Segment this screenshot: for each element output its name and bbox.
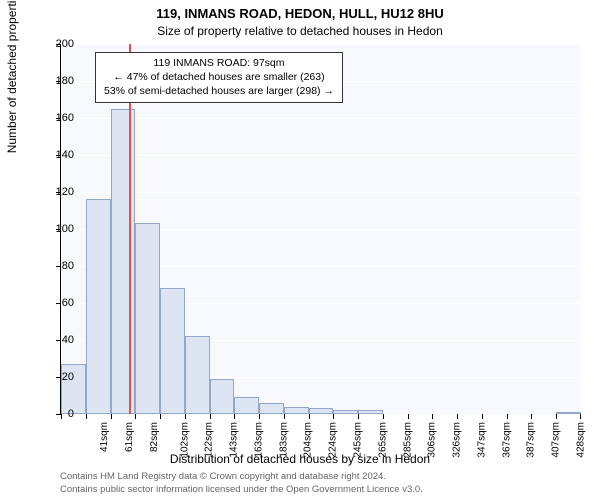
callout-line1: 119 INMANS ROAD: 97sqm xyxy=(104,56,334,70)
x-tick xyxy=(507,414,508,419)
y-tick-label: 100 xyxy=(44,223,74,235)
x-tick-label: 41sqm xyxy=(99,422,110,452)
grid-line xyxy=(61,155,581,156)
x-tick xyxy=(531,414,532,419)
x-tick xyxy=(580,414,581,419)
footer-line1: Contains HM Land Registry data © Crown c… xyxy=(60,471,423,483)
y-tick-label: 40 xyxy=(44,334,74,346)
histogram-bar xyxy=(333,410,358,414)
x-tick xyxy=(86,414,87,419)
y-tick-label: 80 xyxy=(44,260,74,272)
x-tick xyxy=(185,414,186,419)
footer-line2: Contains public sector information licen… xyxy=(60,484,423,496)
x-tick xyxy=(135,414,136,419)
histogram-bar xyxy=(358,410,383,414)
x-tick-label: 82sqm xyxy=(149,422,160,452)
x-axis-label: Distribution of detached houses by size … xyxy=(0,452,600,466)
histogram-bar xyxy=(284,407,309,414)
x-tick xyxy=(457,414,458,419)
y-tick-label: 140 xyxy=(44,149,74,161)
histogram-bar xyxy=(556,412,581,414)
histogram-bar xyxy=(210,379,235,414)
x-tick xyxy=(160,414,161,419)
y-tick-label: 0 xyxy=(44,408,74,420)
callout-box: 119 INMANS ROAD: 97sqm← 47% of detached … xyxy=(95,52,343,103)
y-tick-label: 180 xyxy=(44,75,74,87)
footer-attribution: Contains HM Land Registry data © Crown c… xyxy=(60,471,423,496)
y-axis-label: Number of detached properties xyxy=(5,0,19,153)
x-tick xyxy=(432,414,433,419)
x-tick xyxy=(408,414,409,419)
histogram-bar xyxy=(234,397,259,414)
y-tick-label: 60 xyxy=(44,297,74,309)
histogram-bar xyxy=(111,109,136,414)
chart-container: 119, INMANS ROAD, HEDON, HULL, HU12 8HU … xyxy=(0,0,600,500)
x-tick xyxy=(556,414,557,419)
y-tick-label: 120 xyxy=(44,186,74,198)
y-tick-label: 200 xyxy=(44,38,74,50)
histogram-bar xyxy=(185,336,210,414)
y-tick-label: 160 xyxy=(44,112,74,124)
histogram-bar xyxy=(86,199,111,414)
x-tick xyxy=(358,414,359,419)
grid-line xyxy=(61,44,581,45)
chart-title-sub: Size of property relative to detached ho… xyxy=(0,24,600,38)
x-tick xyxy=(234,414,235,419)
x-tick xyxy=(111,414,112,419)
x-tick xyxy=(259,414,260,419)
chart-title-main: 119, INMANS ROAD, HEDON, HULL, HU12 8HU xyxy=(0,6,600,21)
callout-line3: 53% of semi-detached houses are larger (… xyxy=(104,84,334,98)
histogram-bar xyxy=(309,408,334,414)
x-tick xyxy=(309,414,310,419)
grid-line xyxy=(61,192,581,193)
callout-line2: ← 47% of detached houses are smaller (26… xyxy=(104,70,334,84)
x-tick xyxy=(210,414,211,419)
grid-line xyxy=(61,414,581,415)
x-tick xyxy=(333,414,334,419)
x-tick xyxy=(383,414,384,419)
x-tick xyxy=(482,414,483,419)
histogram-bar xyxy=(160,288,185,414)
histogram-bar xyxy=(135,223,160,414)
histogram-bar xyxy=(259,403,284,414)
grid-line xyxy=(61,118,581,119)
y-tick-label: 20 xyxy=(44,371,74,383)
x-tick xyxy=(284,414,285,419)
x-tick-label: 61sqm xyxy=(124,422,135,452)
